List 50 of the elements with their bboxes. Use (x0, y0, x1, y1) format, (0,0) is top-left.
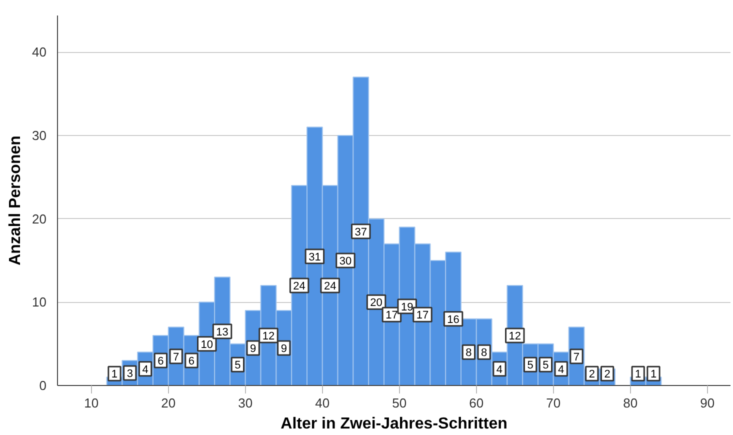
x-tick-label: 60 (469, 396, 484, 410)
data-label: 4 (496, 364, 503, 376)
y-tick-label: 10 (32, 294, 47, 310)
x-axis-title: Alter in Zwei-Jahres-Schritten (280, 416, 508, 432)
data-label: 2 (604, 368, 610, 381)
x-tick-label: 20 (161, 396, 176, 410)
x-tick-label: 30 (238, 396, 253, 410)
y-tick-label: 0 (39, 378, 47, 393)
data-label: 2 (588, 368, 595, 381)
data-label: 24 (293, 280, 306, 292)
x-tick-label: 80 (623, 396, 638, 410)
data-label: 9 (250, 343, 256, 355)
data-label: 7 (573, 351, 580, 364)
data-label: 4 (142, 364, 148, 376)
x-tick-label: 10 (84, 396, 99, 410)
data-label: 8 (466, 347, 472, 360)
x-tick-label: 40 (315, 396, 330, 410)
data-label: 24 (324, 280, 336, 292)
data-label: 31 (308, 251, 321, 264)
data-label: 5 (527, 360, 534, 372)
data-label: 17 (386, 310, 398, 322)
data-label: 19 (400, 301, 414, 314)
data-label: 20 (370, 297, 382, 310)
data-label: 1 (635, 368, 642, 381)
y-tick-label: 20 (32, 211, 47, 226)
data-label: 5 (234, 360, 241, 372)
data-label: 1 (111, 368, 118, 381)
data-label: 37 (354, 226, 368, 238)
data-label: 9 (280, 343, 287, 355)
data-label: 17 (416, 310, 429, 322)
y-tick-label: 30 (32, 128, 47, 143)
data-label: 5 (542, 360, 549, 372)
data-label: 12 (508, 330, 522, 342)
data-label: 4 (558, 364, 564, 376)
y-axis-title: Anzahl Personen (7, 136, 24, 266)
x-tick-label: 70 (546, 396, 561, 410)
data-label: 10 (200, 338, 214, 351)
data-label: 7 (173, 351, 180, 364)
data-label: 30 (339, 256, 352, 268)
data-label: 16 (447, 314, 460, 326)
y-tick-label: 40 (32, 44, 47, 60)
data-label: 12 (262, 330, 275, 342)
data-label: 1 (650, 368, 657, 381)
data-label: 13 (216, 326, 228, 338)
x-tick-label: 50 (392, 396, 407, 410)
data-label: 8 (481, 347, 488, 360)
data-label: 6 (158, 356, 164, 368)
data-label: 3 (126, 368, 133, 380)
data-label: 6 (188, 356, 195, 368)
x-tick-label: 90 (700, 396, 715, 410)
